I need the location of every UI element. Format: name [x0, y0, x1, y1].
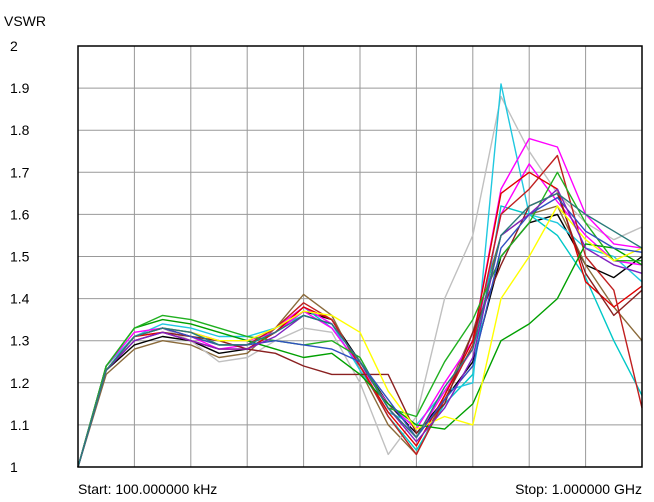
y-tick-label: 1.2: [10, 375, 30, 391]
y-tick-label: 1.6: [10, 206, 30, 222]
start-frequency-label: Start: 100.000000 kHz: [78, 481, 217, 497]
y-tick-label: 1: [10, 459, 18, 475]
y-tick-labels: 1 1.1 1.2 1.3 1.4 1.5 1.6 1.7 1.8 1.9 2: [10, 38, 30, 475]
series-line-3: [77, 95, 643, 468]
stop-frequency-label: Stop: 1.000000 GHz: [515, 481, 642, 497]
series-line-16: [77, 192, 643, 468]
series-line-12: [77, 171, 642, 468]
y-tick-label: 1.1: [10, 417, 30, 433]
grid: [78, 46, 642, 467]
y-tick-label: 1.8: [10, 122, 30, 138]
y-tick-label: 1.9: [10, 80, 30, 96]
y-tick-label: 1.4: [10, 291, 30, 307]
series-line-11: [77, 243, 643, 468]
y-tick-label: 1.5: [10, 249, 30, 265]
series-line-5: [77, 83, 643, 468]
plot-frame: [77, 45, 643, 468]
series-group: [77, 83, 643, 468]
y-axis-label: VSWR: [4, 13, 46, 29]
y-tick-label: 1.3: [10, 333, 30, 349]
y-tick-label: 1.7: [10, 164, 30, 180]
y-tick-label: 2: [10, 38, 18, 54]
